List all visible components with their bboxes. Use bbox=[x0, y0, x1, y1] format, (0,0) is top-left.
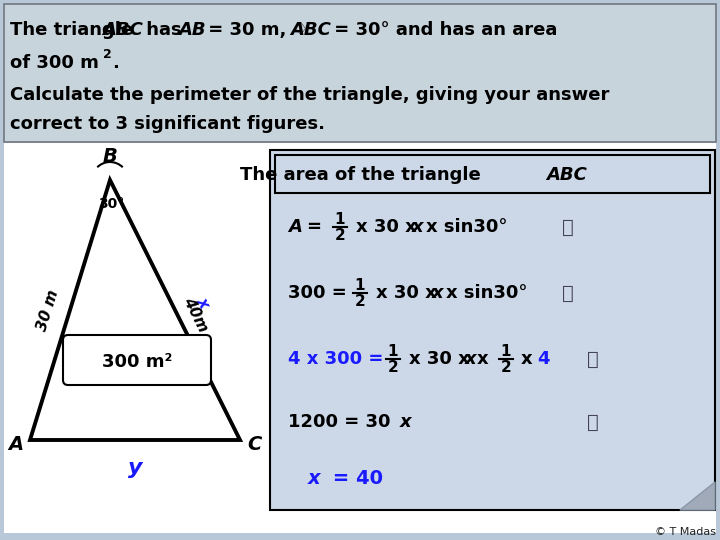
Text: x 30 x: x 30 x bbox=[409, 350, 469, 368]
Text: 30 m: 30 m bbox=[35, 287, 61, 333]
FancyBboxPatch shape bbox=[275, 155, 710, 193]
FancyBboxPatch shape bbox=[270, 150, 715, 510]
Text: B: B bbox=[102, 147, 117, 166]
Text: 📝: 📝 bbox=[562, 284, 574, 302]
Text: of 300 m: of 300 m bbox=[10, 54, 99, 72]
Text: 📝: 📝 bbox=[587, 413, 599, 431]
Text: x sin30°: x sin30° bbox=[426, 218, 508, 236]
FancyBboxPatch shape bbox=[4, 4, 716, 142]
Text: x 30 x: x 30 x bbox=[356, 218, 417, 236]
Text: 1200 = 30: 1200 = 30 bbox=[288, 413, 390, 431]
Text: 1: 1 bbox=[355, 278, 365, 293]
Text: ABC: ABC bbox=[102, 21, 143, 39]
FancyBboxPatch shape bbox=[4, 143, 716, 533]
Text: The area of the triangle: The area of the triangle bbox=[240, 166, 487, 184]
Text: 2: 2 bbox=[500, 360, 511, 375]
Text: y: y bbox=[127, 458, 143, 478]
Text: 2: 2 bbox=[387, 360, 398, 375]
Text: 📝: 📝 bbox=[562, 218, 574, 237]
Text: 4: 4 bbox=[537, 350, 549, 368]
Text: x: x bbox=[465, 350, 477, 368]
Text: 1: 1 bbox=[388, 343, 398, 359]
Text: Calculate the perimeter of the triangle, giving your answer: Calculate the perimeter of the triangle,… bbox=[10, 86, 609, 104]
Text: x sin30°: x sin30° bbox=[446, 284, 528, 302]
Text: .: . bbox=[112, 54, 119, 72]
Text: 1: 1 bbox=[500, 343, 511, 359]
Text: x: x bbox=[521, 350, 533, 368]
Text: 2: 2 bbox=[335, 227, 346, 242]
Text: has: has bbox=[140, 21, 188, 39]
Text: © T Madas: © T Madas bbox=[655, 527, 716, 537]
Text: A: A bbox=[288, 218, 302, 236]
Text: 2: 2 bbox=[355, 294, 365, 308]
Text: x: x bbox=[194, 294, 212, 310]
Text: 300 m²: 300 m² bbox=[102, 353, 172, 371]
Text: 40m: 40m bbox=[180, 295, 210, 335]
Text: 1: 1 bbox=[335, 212, 346, 226]
Text: =: = bbox=[306, 218, 321, 236]
Text: x: x bbox=[400, 413, 412, 431]
Text: The triangle: The triangle bbox=[10, 21, 140, 39]
Text: x: x bbox=[412, 218, 423, 236]
Text: AB: AB bbox=[178, 21, 206, 39]
Text: correct to 3 significant figures.: correct to 3 significant figures. bbox=[10, 115, 325, 133]
Text: 2: 2 bbox=[103, 48, 112, 60]
Text: C: C bbox=[247, 435, 261, 454]
Text: 30°: 30° bbox=[98, 197, 124, 211]
Text: 4 x 300 =: 4 x 300 = bbox=[288, 350, 383, 368]
Text: 300 =: 300 = bbox=[288, 284, 347, 302]
Text: x 30 x: x 30 x bbox=[376, 284, 437, 302]
Text: = 40: = 40 bbox=[326, 469, 383, 488]
Text: x: x bbox=[477, 350, 489, 368]
Polygon shape bbox=[680, 482, 715, 510]
Text: = 30 m, ♢: = 30 m, ♢ bbox=[202, 21, 309, 39]
FancyBboxPatch shape bbox=[63, 335, 211, 385]
Text: x: x bbox=[432, 284, 444, 302]
Text: A: A bbox=[9, 435, 24, 454]
Text: 📝: 📝 bbox=[587, 349, 599, 368]
Text: ABC: ABC bbox=[290, 21, 331, 39]
Text: ABC: ABC bbox=[546, 166, 588, 184]
Text: = 30° and has an area: = 30° and has an area bbox=[328, 21, 557, 39]
Text: x: x bbox=[308, 469, 320, 488]
